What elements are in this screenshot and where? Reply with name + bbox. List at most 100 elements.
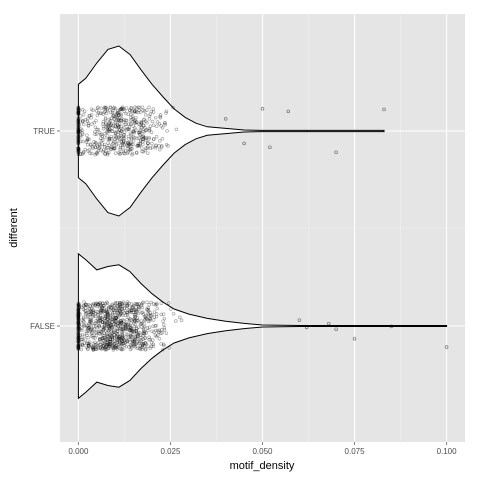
data-point — [76, 303, 81, 308]
data-point — [128, 326, 133, 330]
data-point — [92, 120, 97, 125]
data-point — [110, 303, 114, 308]
data-point — [90, 122, 94, 126]
data-point — [76, 120, 81, 125]
data-point — [167, 301, 171, 305]
data-point — [148, 314, 153, 318]
data-point — [85, 341, 89, 346]
data-point — [129, 112, 133, 117]
data-point — [106, 334, 110, 339]
data-point — [159, 328, 164, 332]
data-point — [129, 106, 133, 110]
data-point — [143, 119, 148, 123]
data-point — [126, 311, 130, 315]
data-point — [76, 120, 81, 124]
data-point — [140, 137, 145, 142]
data-point — [132, 339, 137, 344]
data-point — [135, 302, 139, 306]
data-point — [119, 129, 124, 133]
data-point — [76, 150, 81, 155]
data-point — [133, 109, 137, 113]
data-point — [94, 151, 99, 155]
data-point — [135, 120, 139, 124]
data-point — [102, 336, 106, 340]
data-point — [113, 316, 117, 321]
data-point — [103, 314, 107, 318]
data-point — [115, 347, 119, 351]
data-point — [107, 325, 112, 330]
data-point — [98, 316, 102, 320]
data-point — [76, 316, 81, 320]
data-point — [114, 143, 119, 147]
data-point — [84, 303, 88, 307]
data-point — [114, 136, 118, 140]
data-point — [89, 112, 94, 117]
data-point — [105, 333, 109, 337]
data-point — [128, 335, 133, 339]
data-point — [101, 328, 105, 332]
data-point — [95, 301, 99, 306]
data-point — [121, 127, 125, 131]
data-point — [112, 332, 117, 337]
data-point — [159, 124, 163, 128]
data-point — [103, 316, 107, 320]
data-point — [76, 147, 81, 151]
data-point — [85, 303, 89, 307]
data-point — [139, 310, 144, 315]
data-point — [158, 114, 162, 119]
data-point — [107, 121, 111, 126]
data-point — [144, 316, 149, 321]
data-point — [91, 308, 96, 312]
data-point — [76, 346, 81, 350]
data-point — [116, 336, 121, 341]
data-point — [129, 333, 133, 338]
data-point — [76, 152, 81, 157]
data-point — [94, 324, 98, 328]
data-point — [146, 141, 150, 145]
data-point — [134, 336, 138, 341]
data-point — [100, 341, 105, 345]
data-point — [107, 127, 112, 131]
data-point — [84, 140, 89, 144]
data-point — [105, 341, 109, 345]
data-point — [101, 120, 106, 124]
data-point — [133, 319, 137, 324]
data-point — [138, 347, 143, 351]
data-point — [125, 301, 129, 306]
data-point — [105, 338, 110, 342]
data-point — [106, 342, 111, 347]
data-point — [80, 119, 85, 124]
data-point — [135, 143, 140, 148]
data-point — [94, 132, 99, 136]
data-point — [125, 327, 130, 332]
data-point — [97, 146, 102, 150]
data-point — [83, 117, 88, 122]
data-point — [116, 321, 121, 325]
data-point — [77, 148, 81, 152]
data-point — [76, 313, 81, 318]
data-point — [114, 130, 119, 134]
data-point — [110, 302, 114, 307]
data-point — [139, 120, 144, 125]
data-point — [139, 335, 143, 340]
data-point — [121, 134, 126, 139]
data-point — [76, 139, 81, 144]
data-point — [81, 118, 85, 123]
data-point — [115, 301, 119, 305]
data-point — [136, 333, 141, 337]
data-point — [159, 145, 164, 149]
data-point — [91, 310, 96, 314]
data-point — [107, 344, 111, 349]
data-point — [133, 345, 138, 349]
data-point — [102, 308, 107, 313]
data-point — [119, 301, 123, 306]
data-point — [153, 303, 158, 307]
data-point — [117, 122, 122, 126]
data-point — [76, 314, 81, 318]
data-point — [101, 150, 105, 154]
data-point — [81, 315, 86, 319]
data-point — [114, 135, 119, 139]
data-point — [114, 316, 118, 320]
data-point — [179, 318, 184, 323]
data-point — [99, 148, 103, 152]
